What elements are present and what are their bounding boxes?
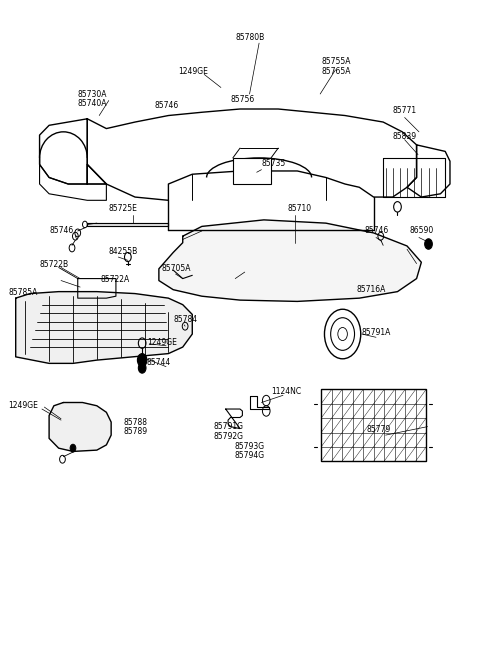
Text: 85746: 85746 bbox=[49, 227, 73, 235]
Circle shape bbox=[70, 444, 76, 452]
Text: 85765A: 85765A bbox=[321, 67, 350, 76]
Text: 85771: 85771 bbox=[393, 107, 417, 115]
Text: 1249GE: 1249GE bbox=[178, 67, 208, 76]
Text: 85789: 85789 bbox=[123, 427, 147, 436]
Text: 86590: 86590 bbox=[409, 227, 433, 235]
Text: 85839: 85839 bbox=[393, 132, 417, 141]
Text: 85746: 85746 bbox=[364, 227, 388, 235]
Polygon shape bbox=[159, 220, 421, 301]
Circle shape bbox=[138, 363, 146, 373]
Circle shape bbox=[137, 354, 147, 367]
Text: 85722A: 85722A bbox=[101, 274, 130, 284]
Text: 85744: 85744 bbox=[147, 358, 171, 367]
Text: 85793G: 85793G bbox=[234, 441, 264, 451]
Text: 1249GE: 1249GE bbox=[9, 402, 38, 410]
Text: 85788: 85788 bbox=[123, 418, 147, 426]
Text: 85791A: 85791A bbox=[362, 328, 391, 337]
Text: 85740A: 85740A bbox=[78, 100, 107, 108]
Text: 85756: 85756 bbox=[230, 95, 255, 103]
Text: 85710: 85710 bbox=[288, 204, 312, 214]
Polygon shape bbox=[16, 291, 192, 364]
Text: 85725E: 85725E bbox=[109, 204, 138, 214]
Text: 85722B: 85722B bbox=[39, 260, 69, 269]
Polygon shape bbox=[49, 403, 111, 451]
Text: 85755A: 85755A bbox=[321, 57, 350, 66]
Text: 85784: 85784 bbox=[173, 315, 197, 324]
Text: 84255B: 84255B bbox=[109, 248, 138, 256]
Text: 85716A: 85716A bbox=[357, 285, 386, 294]
Text: 1124NC: 1124NC bbox=[271, 387, 301, 396]
Text: 85705A: 85705A bbox=[161, 265, 191, 273]
Text: 85730A: 85730A bbox=[78, 90, 107, 98]
Bar bbox=[321, 390, 426, 461]
Text: 85791G: 85791G bbox=[214, 422, 244, 431]
Text: 85735: 85735 bbox=[262, 159, 286, 168]
Text: 85792G: 85792G bbox=[214, 432, 244, 441]
Text: 85780B: 85780B bbox=[235, 33, 264, 42]
Text: 85746: 85746 bbox=[154, 102, 179, 110]
Text: 85779: 85779 bbox=[366, 425, 391, 434]
Text: 85794G: 85794G bbox=[234, 451, 264, 460]
Text: 1249GE: 1249GE bbox=[147, 338, 177, 347]
Circle shape bbox=[425, 239, 432, 250]
Text: 85785A: 85785A bbox=[9, 288, 38, 297]
Polygon shape bbox=[87, 223, 168, 227]
Bar bbox=[233, 158, 271, 184]
